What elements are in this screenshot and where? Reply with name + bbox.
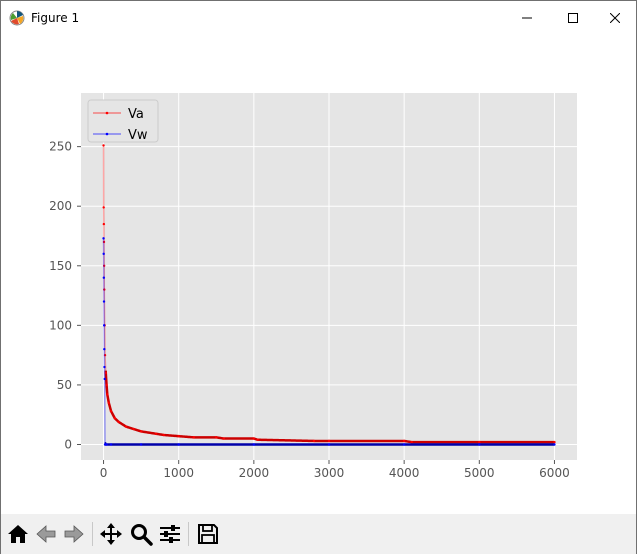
maximize-icon bbox=[568, 12, 578, 23]
data-point bbox=[104, 371, 108, 375]
data-point bbox=[312, 439, 316, 443]
back-button[interactable] bbox=[32, 520, 60, 548]
data-point bbox=[154, 432, 158, 435]
data-point bbox=[102, 252, 105, 256]
data-point bbox=[102, 324, 106, 327]
x-tick-label: 5000 bbox=[464, 466, 495, 480]
toolbar-separator bbox=[188, 522, 189, 546]
data-point bbox=[109, 443, 113, 446]
legend-label: Vw bbox=[128, 128, 148, 143]
data-point bbox=[192, 436, 195, 439]
data-point bbox=[103, 365, 106, 369]
data-point bbox=[327, 443, 331, 446]
data-point bbox=[553, 440, 556, 444]
data-point bbox=[252, 443, 256, 446]
data-point bbox=[102, 206, 105, 209]
data-point bbox=[162, 433, 165, 437]
legend-marker bbox=[105, 132, 109, 136]
forward-arrow-icon bbox=[64, 525, 84, 543]
legend-box bbox=[87, 99, 159, 143]
data-point bbox=[113, 417, 117, 420]
y-tick-label: 50 bbox=[57, 378, 72, 392]
maximize-button[interactable] bbox=[550, 1, 596, 34]
data-point bbox=[102, 276, 106, 279]
data-point bbox=[103, 353, 107, 357]
data-point bbox=[139, 443, 143, 446]
toolbar-separator bbox=[92, 522, 93, 546]
data-point bbox=[102, 264, 106, 267]
y-tick-label: 250 bbox=[49, 140, 72, 154]
navigation-toolbar bbox=[1, 514, 636, 554]
data-point bbox=[256, 438, 259, 441]
data-point bbox=[252, 437, 256, 440]
data-point bbox=[105, 443, 108, 446]
data-point bbox=[103, 377, 106, 381]
data-point bbox=[102, 237, 105, 240]
home-icon bbox=[8, 525, 28, 543]
data-point bbox=[327, 439, 331, 443]
home-button[interactable] bbox=[4, 520, 32, 548]
series-line-strong-va bbox=[104, 370, 555, 444]
figure-canvas[interactable]: 0 1000 2000 3000 4000 5000 6000 0 50 100 150 200 250… bbox=[1, 34, 636, 514]
x-tick-label: 2000 bbox=[239, 466, 270, 480]
data-point bbox=[124, 425, 128, 428]
data-point bbox=[215, 436, 218, 439]
floppy-icon bbox=[198, 524, 218, 544]
y-tick-label: 200 bbox=[49, 199, 72, 213]
minimize-button[interactable] bbox=[504, 1, 550, 34]
x-tick-label: 4000 bbox=[389, 466, 420, 480]
x-tick-label: 6000 bbox=[539, 466, 570, 480]
legend-marker bbox=[105, 111, 109, 115]
sliders-icon bbox=[160, 525, 180, 543]
data-point bbox=[139, 430, 143, 433]
matplotlib-logo-icon bbox=[9, 10, 25, 26]
data-point bbox=[102, 240, 106, 244]
data-point bbox=[553, 443, 556, 446]
data-point bbox=[132, 427, 135, 431]
data-point bbox=[222, 437, 225, 440]
y-tick-label: 150 bbox=[49, 259, 72, 273]
data-point bbox=[109, 409, 113, 413]
data-point bbox=[177, 443, 180, 446]
x-tick-label: 0 bbox=[100, 466, 108, 480]
move-icon bbox=[100, 523, 122, 545]
data-point bbox=[478, 443, 481, 446]
data-point bbox=[105, 383, 108, 387]
data-point bbox=[402, 443, 406, 446]
chart[interactable]: 0 1000 2000 3000 4000 5000 6000 0 50 100 150 200 250… bbox=[1, 34, 636, 514]
pan-button[interactable] bbox=[97, 520, 125, 548]
configure-subplots-button[interactable] bbox=[156, 520, 184, 548]
title-bar[interactable]: Figure 1 bbox=[1, 1, 636, 34]
save-button[interactable] bbox=[194, 520, 222, 548]
window-title: Figure 1 bbox=[31, 11, 80, 25]
forward-button[interactable] bbox=[60, 520, 88, 548]
data-point bbox=[410, 440, 413, 444]
x-tick-label: 1000 bbox=[163, 466, 194, 480]
x-tick-label: 3000 bbox=[314, 466, 345, 480]
data-point bbox=[102, 300, 106, 303]
zoom-button[interactable] bbox=[127, 520, 155, 548]
data-point bbox=[102, 144, 105, 147]
data-point bbox=[177, 434, 180, 438]
legend-label: Va bbox=[128, 107, 144, 122]
back-arrow-icon bbox=[36, 525, 56, 543]
close-icon bbox=[610, 12, 620, 23]
data-point bbox=[106, 393, 109, 396]
data-point bbox=[402, 439, 406, 443]
data-point bbox=[103, 347, 106, 351]
data-point bbox=[117, 420, 120, 424]
data-point bbox=[107, 401, 111, 405]
data-point bbox=[102, 222, 106, 226]
data-point bbox=[478, 440, 481, 444]
magnifier-icon bbox=[131, 524, 153, 546]
y-tick-label: 100 bbox=[49, 318, 72, 332]
data-point bbox=[103, 288, 106, 291]
close-button[interactable] bbox=[592, 1, 637, 34]
minimize-icon bbox=[522, 17, 532, 18]
y-tick-label: 0 bbox=[64, 438, 72, 452]
